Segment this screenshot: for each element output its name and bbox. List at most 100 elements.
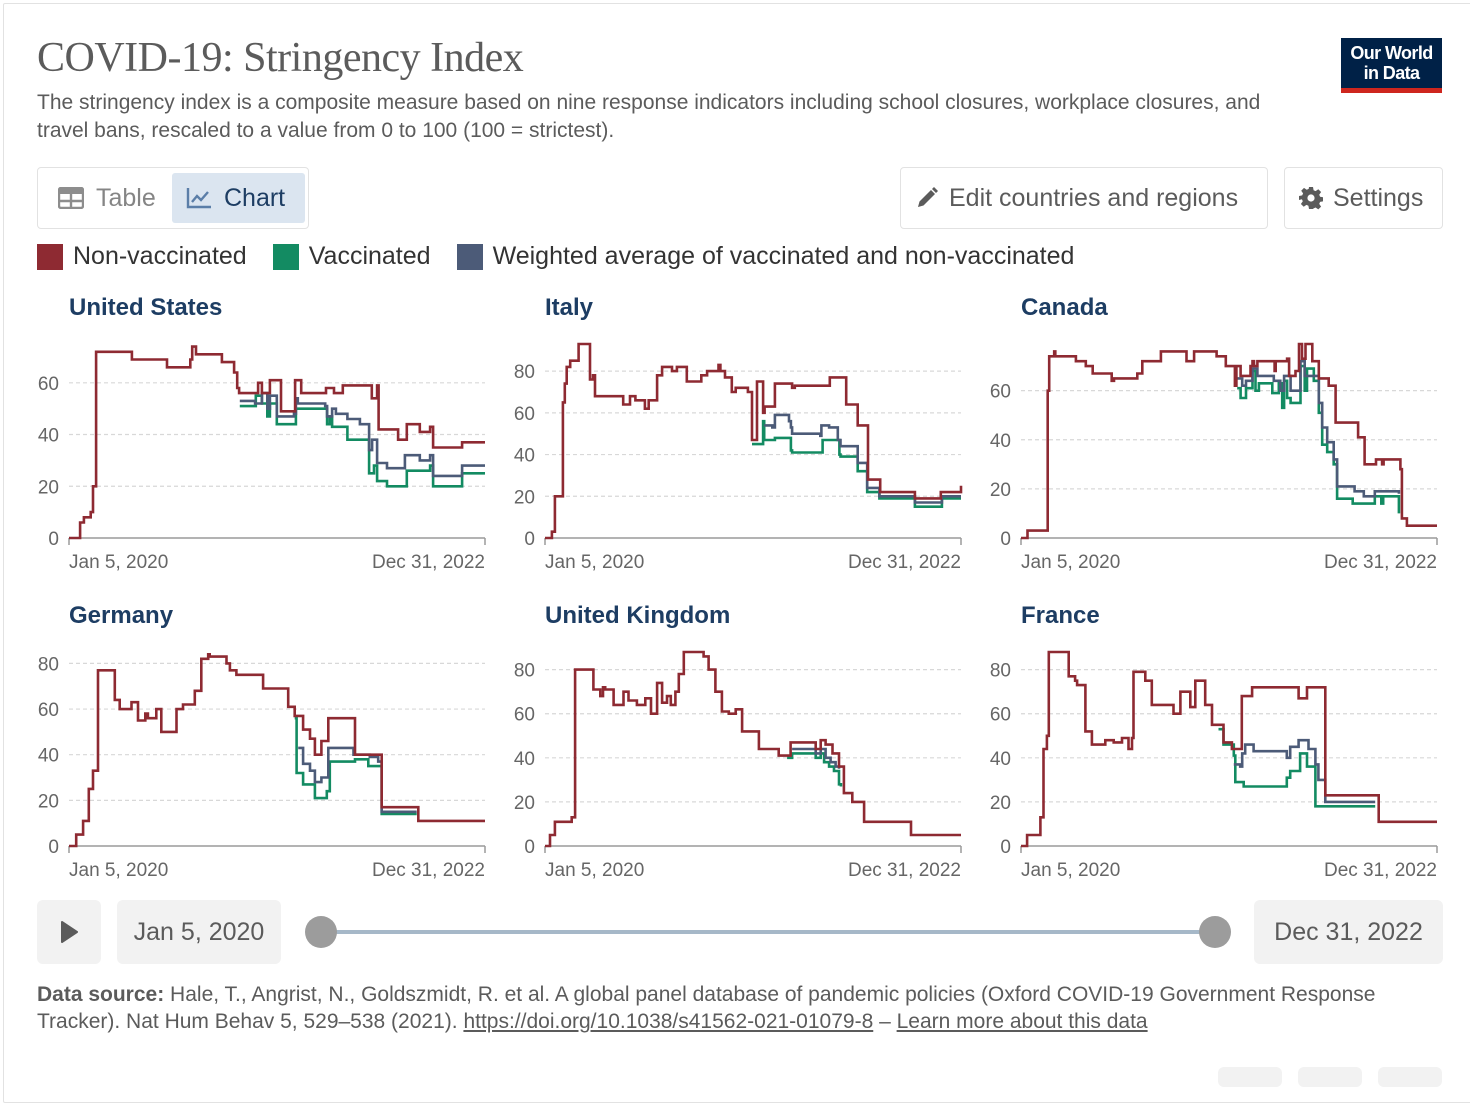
legend-swatch-non-vaccinated [37, 243, 63, 270]
line-chart-icon [186, 188, 211, 209]
series-line-non-vaccinated[interactable] [545, 650, 961, 848]
share-button[interactable] [1298, 1067, 1362, 1087]
play-button[interactable] [37, 900, 101, 964]
timeline-slider-track[interactable] [320, 930, 1215, 934]
source-text: Hale, T., Angrist, N., Goldszmidt, R. et… [37, 983, 1376, 1033]
gear-icon [1299, 187, 1323, 210]
y-tick-label: 80 [38, 654, 59, 675]
panel-plot: 0 20 40 60 80 Jan 5, 2020 Dec 31, 2022 [38, 653, 486, 881]
panel-germany: Germany 0 20 40 60 80 Jan 5, 2020 Dec 31, 2022 [37, 602, 507, 902]
source-label: Data source: [37, 983, 165, 1006]
timeline-end-date[interactable]: Dec 31, 2022 [1254, 900, 1443, 964]
tab-table[interactable]: Table [42, 173, 172, 223]
series-line-weighted[interactable] [239, 391, 485, 478]
series-line-weighted[interactable] [298, 746, 417, 814]
owid-logo[interactable]: Our World in Data [1341, 38, 1442, 93]
x-tick-label-end: Dec 31, 2022 [1324, 860, 1437, 881]
panel-italy: Italy 0 20 40 60 80 Jan 5, 2020 Dec 31, 2022 [513, 294, 983, 594]
series-line-weighted[interactable] [764, 413, 961, 504]
y-tick-label: 20 [514, 487, 535, 508]
fullscreen-button[interactable] [1378, 1067, 1442, 1087]
y-tick-label: 0 [1000, 529, 1011, 550]
x-tick-label-end: Dec 31, 2022 [848, 552, 961, 573]
y-tick-label: 20 [514, 793, 535, 814]
x-tick-label-start: Jan 5, 2020 [1021, 552, 1120, 573]
x-tick-label-end: Dec 31, 2022 [372, 552, 485, 573]
panel-united-kingdom: United Kingdom 0 20 40 60 80 Jan 5, 2020 Dec 3… [513, 602, 983, 902]
y-tick-label: 20 [990, 793, 1011, 814]
edit-countries-label: Edit countries and regions [949, 183, 1239, 212]
x-tick-label-start: Jan 5, 2020 [545, 860, 644, 881]
logo-line-2: in Data [1363, 63, 1420, 83]
learn-more-link[interactable]: Learn more about this data [896, 1010, 1148, 1033]
legend-item-vaccinated[interactable]: Vaccinated [272, 242, 431, 271]
panel-title: United States [69, 294, 223, 321]
y-tick-label: 80 [514, 362, 535, 383]
y-tick-label: 0 [524, 529, 535, 550]
panel-plot: 0 20 40 60 Jan 5, 2020 Dec 31, 2022 [990, 342, 1438, 573]
legend-item-weighted[interactable]: Weighted average of vaccinated and non-v… [456, 242, 1075, 271]
edit-countries-button[interactable]: Edit countries and regions [900, 167, 1268, 229]
timeline-start-handle[interactable] [305, 916, 337, 948]
x-tick-label-start: Jan 5, 2020 [69, 860, 168, 881]
source-separator: – [873, 1010, 897, 1033]
series-line-vaccinated[interactable] [294, 716, 417, 816]
y-tick-label: 60 [514, 404, 535, 425]
legend-label-weighted: Weighted average of vaccinated and non-v… [492, 242, 1075, 270]
y-tick-label: 80 [514, 661, 535, 682]
pencil-icon [918, 187, 938, 207]
y-tick-label: 40 [990, 431, 1011, 452]
series-line-weighted[interactable] [792, 747, 841, 769]
chart-title: COVID-19: Stringency Index [37, 35, 524, 81]
panel-canada: Canada 0 20 40 60 Jan 5, 2020 Dec 31, 2022 [989, 294, 1459, 594]
panel-title: France [1021, 602, 1100, 629]
series-line-non-vaccinated[interactable] [1021, 342, 1437, 540]
settings-button[interactable]: Settings [1284, 167, 1443, 229]
series-line-non-vaccinated[interactable] [1021, 650, 1437, 848]
panel-plot: 0 20 40 60 Jan 5, 2020 Dec 31, 2022 [38, 345, 486, 573]
timeline-start-date[interactable]: Jan 5, 2020 [117, 900, 281, 964]
series-line-vaccinated[interactable] [787, 752, 843, 787]
logo-line-1: Our World [1350, 43, 1433, 63]
y-tick-label: 60 [990, 382, 1011, 403]
download-button[interactable] [1218, 1067, 1282, 1087]
panel-title: Germany [69, 602, 174, 629]
settings-label: Settings [1333, 183, 1424, 212]
x-tick-label-end: Dec 31, 2022 [372, 860, 485, 881]
legend-swatch-vaccinated [272, 243, 299, 270]
legend-label-non-vaccinated: Non-vaccinated [73, 242, 247, 270]
series-line-vaccinated[interactable] [239, 394, 485, 488]
play-icon [61, 921, 78, 943]
x-tick-label-end: Dec 31, 2022 [848, 860, 961, 881]
y-tick-label: 0 [524, 837, 535, 858]
y-tick-label: 20 [38, 791, 59, 812]
legend-item-non-vaccinated[interactable]: Non-vaccinated [37, 242, 247, 271]
panel-title: Canada [1021, 294, 1108, 321]
series-line-vaccinated[interactable] [1218, 727, 1376, 808]
y-tick-label: 0 [1000, 837, 1011, 858]
y-tick-label: 60 [990, 705, 1011, 726]
tab-chart[interactable]: Chart [172, 173, 305, 223]
timeline-end-handle[interactable] [1199, 916, 1231, 948]
series-line-weighted[interactable] [1233, 738, 1376, 804]
y-tick-label: 20 [990, 480, 1011, 501]
chart-legend: Non-vaccinated Vaccinated Weighted avera… [37, 242, 1100, 271]
y-tick-label: 20 [38, 477, 59, 498]
x-tick-label-start: Jan 5, 2020 [545, 552, 644, 573]
y-tick-label: 40 [514, 446, 535, 467]
y-tick-label: 40 [38, 426, 59, 447]
data-source: Data source: Hale, T., Angrist, N., Gold… [37, 981, 1427, 1035]
series-line-non-vaccinated[interactable] [69, 653, 485, 848]
panel-title: United Kingdom [545, 602, 731, 629]
x-tick-label-start: Jan 5, 2020 [1021, 860, 1120, 881]
panel-united-states: United States 0 20 40 60 Jan 5, 2020 Dec 31, … [37, 294, 507, 594]
series-line-non-vaccinated[interactable] [545, 342, 963, 540]
doi-link[interactable]: https://doi.org/10.1038/s41562-021-01079… [463, 1010, 874, 1033]
tab-table-label: Table [96, 183, 156, 212]
series-line-weighted[interactable] [1237, 359, 1401, 498]
y-tick-label: 80 [990, 661, 1011, 682]
x-tick-label-end: Dec 31, 2022 [1324, 552, 1437, 573]
series-line-vaccinated[interactable] [1237, 364, 1401, 514]
series-line-non-vaccinated[interactable] [69, 345, 485, 540]
table-icon [58, 187, 84, 209]
